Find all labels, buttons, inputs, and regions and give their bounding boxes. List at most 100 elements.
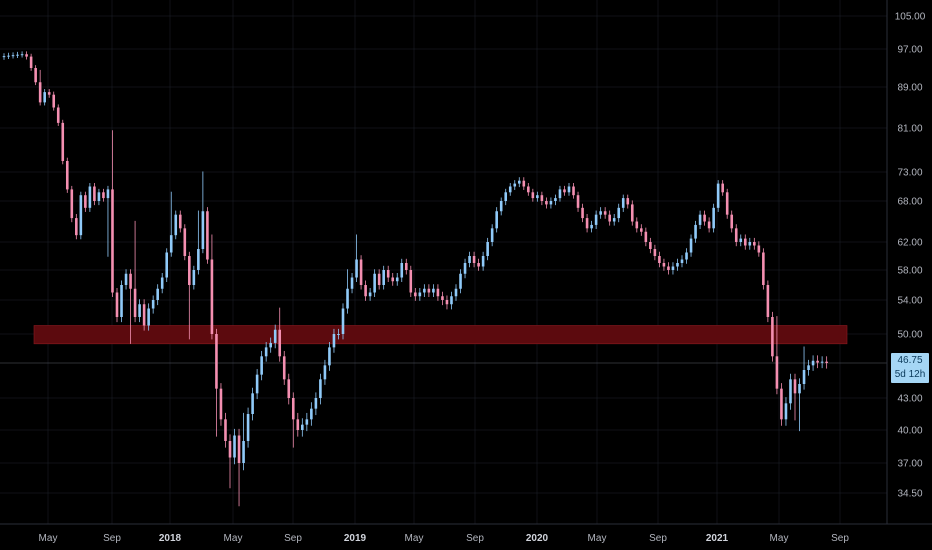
candle: [680, 255, 684, 268]
month-tick-label: Sep: [649, 533, 667, 544]
candle: [522, 177, 526, 190]
candle: [346, 269, 349, 314]
candle: [341, 303, 345, 340]
last-price-label: 46.75 5d 12h: [891, 353, 929, 383]
candle-body: [25, 54, 28, 57]
candle: [364, 280, 367, 301]
last-price-value: 46.75: [897, 355, 923, 366]
candle: [775, 316, 779, 395]
year-tick-label: 2021: [706, 533, 729, 544]
candle: [260, 350, 263, 381]
candle: [694, 220, 697, 243]
candle-body: [88, 186, 92, 208]
candle: [25, 51, 28, 60]
candle-body: [79, 195, 83, 236]
candle-body: [120, 285, 123, 317]
candle-body: [603, 211, 607, 215]
price-tick-label: 58.00: [897, 266, 922, 277]
candle-body: [323, 365, 327, 380]
candle-body: [61, 122, 65, 161]
candle: [599, 207, 602, 219]
candle: [504, 188, 508, 206]
candle-body: [355, 259, 358, 278]
candle: [206, 207, 209, 264]
month-tick-label: Sep: [284, 533, 302, 544]
candle: [802, 346, 806, 390]
candle: [409, 265, 413, 297]
candle-body: [84, 195, 87, 208]
candle: [472, 251, 476, 268]
candle-body: [129, 273, 132, 289]
candle: [255, 369, 259, 400]
candle: [508, 183, 512, 196]
candle: [368, 288, 372, 301]
candle-body: [716, 183, 720, 208]
candle-body: [7, 55, 10, 57]
candle: [563, 185, 566, 196]
candle: [527, 183, 530, 196]
candle: [174, 210, 178, 240]
candle: [545, 197, 548, 209]
candle: [671, 262, 675, 275]
price-axis[interactable]: 105.00 97.00 89.00 81.00 73.00 68.00 62.00 58.0…: [895, 12, 926, 500]
candle: [115, 288, 119, 323]
candle: [228, 434, 232, 489]
candle: [133, 220, 137, 323]
candle-body: [775, 356, 779, 389]
candle: [102, 188, 105, 202]
candle-body: [816, 360, 819, 363]
candle-body: [237, 435, 241, 463]
candle: [355, 234, 358, 282]
candle: [314, 392, 318, 416]
candle: [820, 356, 824, 369]
candle-body: [753, 242, 756, 246]
candle-body: [621, 198, 625, 208]
candle-body: [712, 207, 715, 229]
candle-body: [174, 214, 178, 236]
candle: [129, 269, 132, 344]
candle: [549, 197, 553, 209]
candle-body: [142, 304, 146, 326]
candle-body: [228, 441, 232, 458]
candle-body: [563, 189, 566, 193]
candle: [567, 183, 571, 196]
candle-body: [802, 370, 806, 384]
month-tick-label: May: [405, 533, 424, 544]
candle-body: [264, 347, 268, 357]
candle: [337, 328, 340, 340]
candle-body: [246, 414, 250, 441]
candle: [811, 355, 815, 371]
candle-body: [617, 207, 621, 219]
candle-body: [423, 288, 426, 293]
candle: [630, 200, 634, 226]
candle: [138, 299, 141, 323]
candle-body: [504, 192, 508, 201]
candle-body: [658, 256, 661, 263]
candle: [215, 328, 218, 437]
candle: [273, 324, 277, 349]
time-axis[interactable]: May Sep 2018 May Sep 2019 May Sep 2020 May Sep 2021…: [39, 533, 850, 544]
candle-body: [436, 288, 440, 297]
grid-lines: [0, 0, 887, 524]
candle: [350, 273, 354, 294]
candle: [685, 248, 688, 264]
candle-body: [463, 263, 467, 274]
resistance-zone: [33, 325, 848, 345]
candle: [748, 237, 752, 250]
candle-body: [215, 334, 218, 389]
candle-body: [495, 211, 498, 229]
candle: [404, 258, 408, 275]
candle: [558, 185, 562, 202]
candle: [97, 188, 101, 206]
candle: [581, 203, 584, 223]
candle-body: [133, 288, 137, 317]
candle-body: [459, 273, 462, 289]
candle: [743, 234, 747, 250]
candle: [423, 284, 426, 297]
year-tick-label: 2019: [344, 533, 367, 544]
candle-body: [513, 183, 517, 187]
candle-body: [65, 161, 69, 190]
candle: [427, 284, 431, 297]
candle-body: [527, 186, 530, 193]
